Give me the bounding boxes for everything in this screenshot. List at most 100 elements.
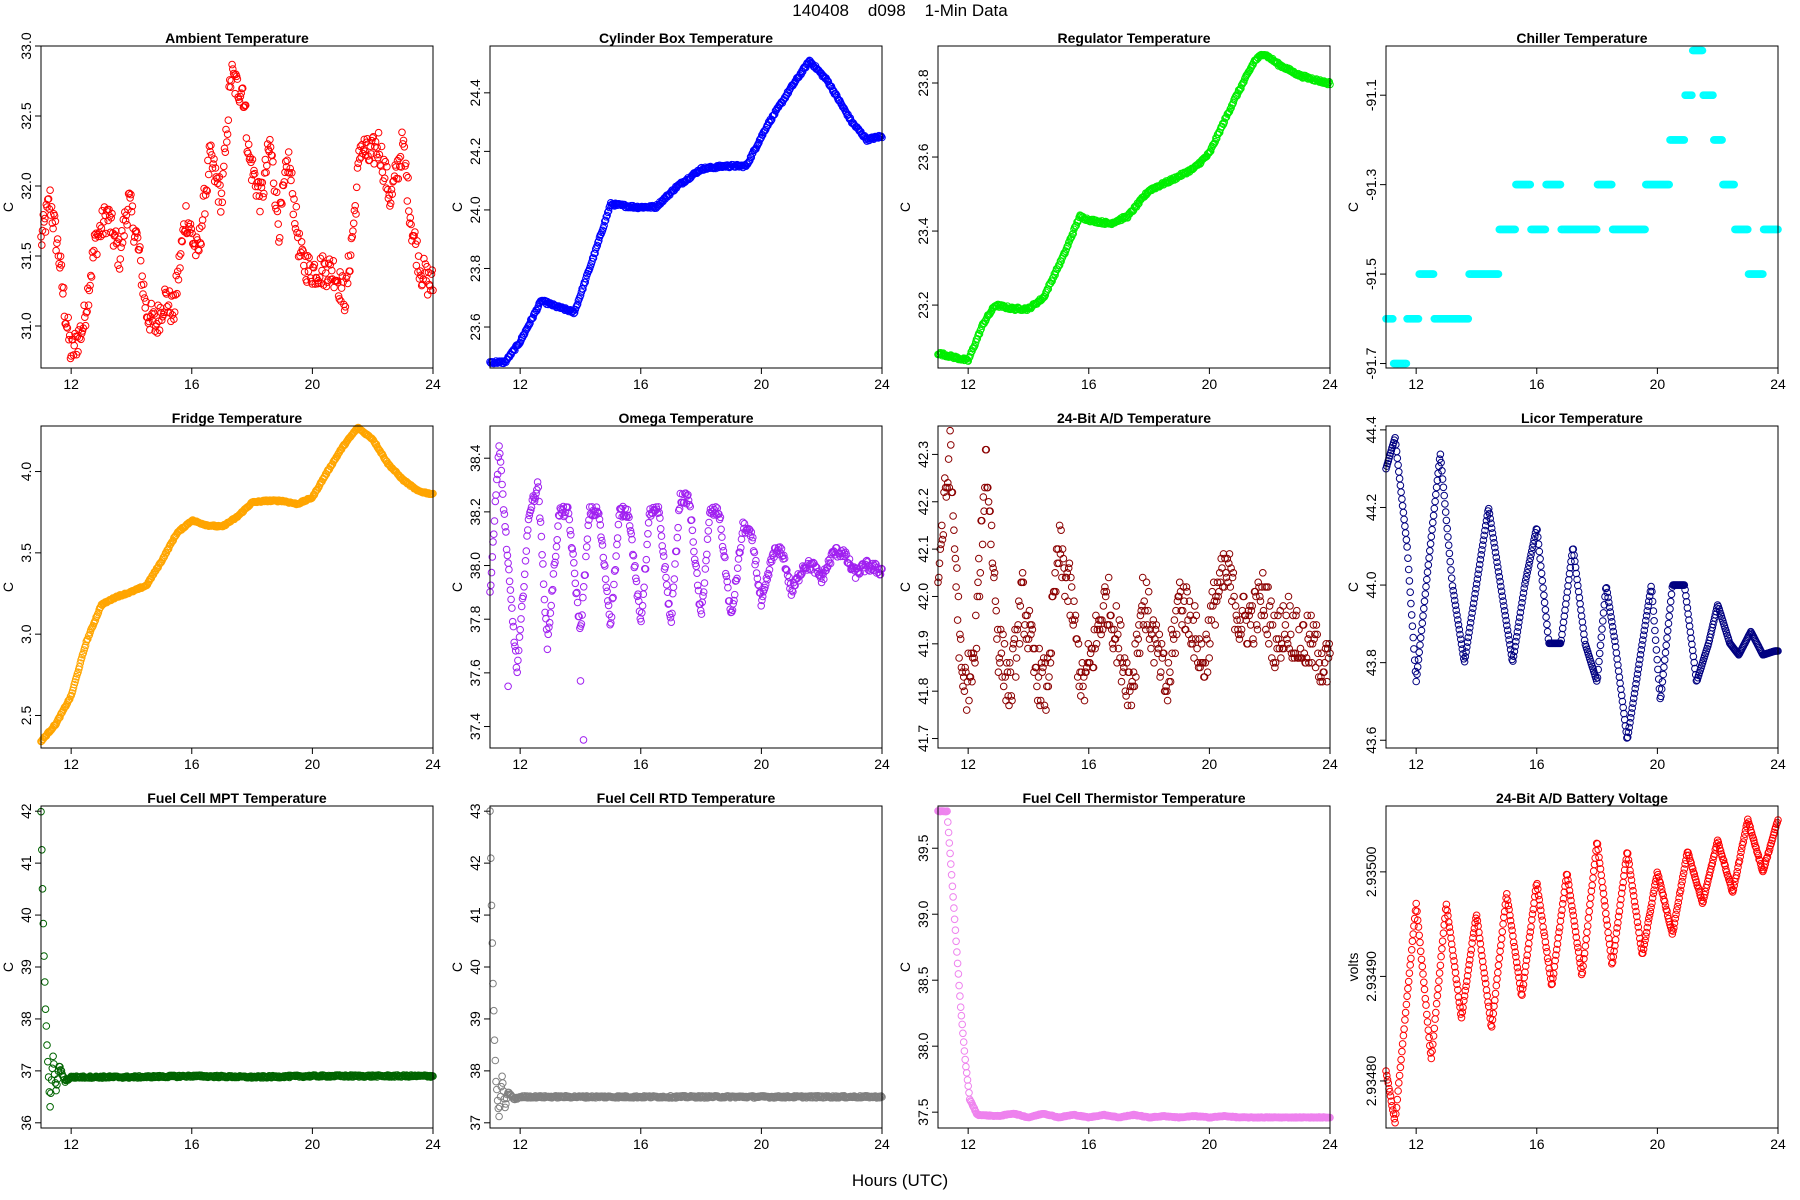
data-point bbox=[962, 706, 971, 714]
data-point bbox=[1044, 682, 1053, 691]
data-point bbox=[1099, 602, 1108, 610]
data-point bbox=[996, 659, 1004, 667]
data-point bbox=[1060, 249, 1068, 257]
data-point bbox=[538, 296, 546, 305]
data-point bbox=[1432, 483, 1441, 492]
data-point bbox=[979, 493, 988, 501]
data-point bbox=[1653, 655, 1661, 664]
data-point bbox=[348, 233, 357, 241]
data-point bbox=[300, 261, 308, 270]
data-point bbox=[522, 547, 531, 555]
data-point bbox=[336, 268, 344, 276]
data-point bbox=[253, 179, 261, 187]
data-point bbox=[416, 267, 425, 275]
data-point bbox=[176, 250, 185, 258]
data-point bbox=[1576, 600, 1584, 608]
data-point bbox=[1414, 655, 1423, 664]
data-point bbox=[350, 206, 359, 215]
data-point bbox=[217, 208, 225, 216]
data-point bbox=[1147, 644, 1155, 653]
data-point bbox=[1536, 555, 1544, 563]
data-point bbox=[53, 235, 62, 243]
data-point bbox=[583, 535, 592, 544]
data-point bbox=[1165, 677, 1173, 686]
data-point bbox=[573, 300, 582, 309]
data-points bbox=[486, 442, 886, 744]
data-points bbox=[37, 423, 437, 746]
data-point bbox=[700, 579, 709, 587]
y-tick-label: 3.5 bbox=[18, 543, 34, 563]
data-point bbox=[1683, 604, 1692, 612]
data-point bbox=[671, 560, 679, 568]
data-point bbox=[1123, 701, 1132, 710]
data-point bbox=[1407, 599, 1415, 608]
data-point bbox=[600, 221, 608, 230]
x-tick-label: 12 bbox=[512, 756, 528, 772]
data-point bbox=[241, 102, 249, 110]
data-point bbox=[1535, 547, 1544, 556]
data-point bbox=[41, 1005, 50, 1014]
data-point bbox=[223, 130, 232, 138]
data-point bbox=[334, 278, 342, 287]
data-point bbox=[540, 595, 549, 604]
data-point bbox=[1104, 573, 1113, 582]
data-point bbox=[272, 188, 281, 197]
data-point bbox=[951, 554, 960, 563]
x-tick-label: 16 bbox=[633, 376, 649, 392]
data-point bbox=[125, 189, 134, 198]
data-point bbox=[552, 542, 561, 551]
data-point bbox=[1157, 668, 1165, 677]
data-point bbox=[491, 497, 500, 506]
data-point bbox=[754, 140, 762, 148]
data-point bbox=[944, 455, 953, 463]
data-point bbox=[1421, 590, 1430, 598]
data-point bbox=[380, 174, 389, 183]
data-point bbox=[1163, 696, 1172, 705]
data-point bbox=[1579, 624, 1587, 632]
data-point bbox=[41, 228, 50, 236]
x-tick-label: 20 bbox=[754, 376, 770, 392]
data-point bbox=[770, 111, 778, 119]
data-point bbox=[85, 286, 94, 295]
data-point bbox=[1559, 618, 1568, 627]
data-point bbox=[667, 618, 676, 627]
data-point bbox=[187, 225, 196, 233]
chart-title: Cylinder Box Temperature bbox=[599, 30, 773, 46]
data-point bbox=[258, 178, 267, 187]
data-point bbox=[956, 635, 965, 643]
data-point bbox=[152, 319, 161, 328]
data-point bbox=[1443, 524, 1451, 533]
chart-title: Omega Temperature bbox=[618, 410, 753, 426]
data-point bbox=[377, 142, 386, 151]
data-point bbox=[553, 536, 562, 544]
data-point bbox=[43, 1041, 51, 1049]
data-point bbox=[598, 541, 607, 549]
data-point bbox=[490, 1036, 499, 1044]
data-point bbox=[689, 538, 698, 546]
data-point bbox=[570, 559, 578, 567]
data-point bbox=[155, 326, 164, 335]
data-point bbox=[82, 308, 91, 317]
data-point bbox=[1441, 500, 1449, 508]
data-point bbox=[349, 227, 357, 235]
data-point bbox=[387, 185, 396, 194]
data-point bbox=[507, 595, 515, 604]
data-point bbox=[490, 530, 498, 539]
data-point bbox=[545, 618, 554, 627]
data-point bbox=[1688, 646, 1697, 655]
data-point bbox=[1556, 180, 1565, 189]
data-point bbox=[266, 143, 275, 151]
data-point bbox=[216, 181, 224, 189]
data-point bbox=[1660, 656, 1669, 664]
data-point bbox=[172, 271, 180, 280]
data-point bbox=[171, 291, 180, 299]
data-point bbox=[315, 279, 323, 288]
data-point bbox=[1415, 648, 1423, 657]
data-point bbox=[1071, 222, 1080, 230]
data-point bbox=[291, 224, 300, 233]
data-point bbox=[1441, 508, 1450, 516]
data-point bbox=[1077, 692, 1085, 700]
data-points bbox=[1382, 46, 1782, 368]
data-points bbox=[486, 807, 886, 1121]
